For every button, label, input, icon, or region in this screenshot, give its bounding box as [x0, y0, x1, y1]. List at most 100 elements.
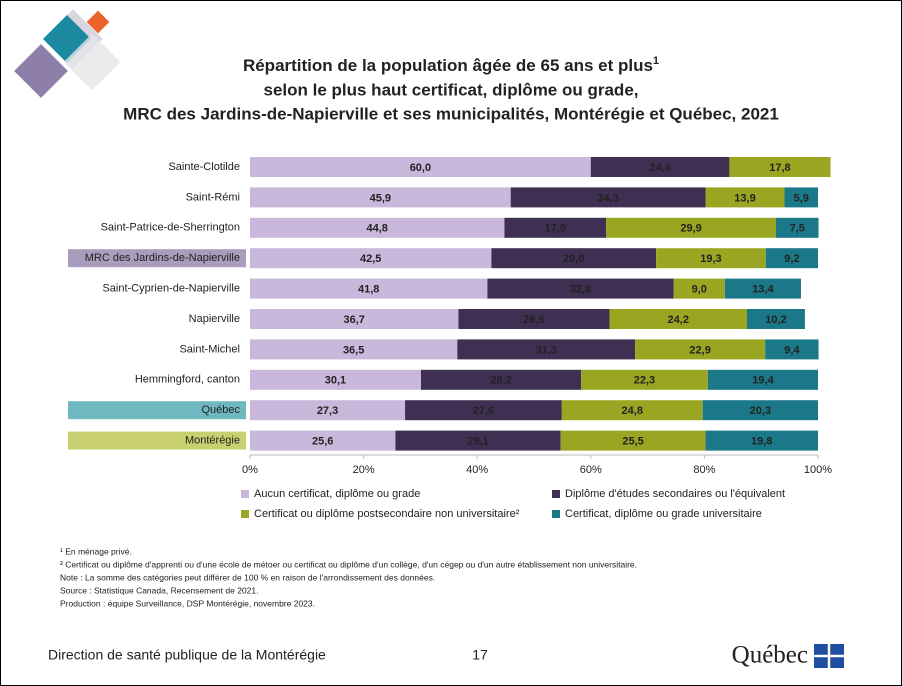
data-label: 27,3: [317, 405, 338, 417]
legend-swatch: [241, 510, 249, 518]
data-label: 19,3: [700, 253, 721, 265]
data-label: 28,2: [490, 375, 511, 387]
y-tick-label: Napierville: [189, 313, 240, 325]
y-tick-label: Hemmingford, canton: [135, 374, 240, 386]
data-label: 19,8: [751, 436, 772, 448]
diamond: [63, 33, 121, 91]
data-label: 30,1: [325, 375, 346, 387]
data-label: 31,3: [536, 344, 557, 356]
bar-segment: [673, 278, 725, 299]
title-line: MRC des Jardins-de-Napierville et ses mu…: [123, 104, 779, 123]
data-label: 27,6: [473, 405, 494, 417]
data-label: 25,5: [622, 436, 643, 448]
x-tick-label: 80%: [693, 464, 715, 476]
legend-label: Certificat ou diplôme postsecondaire non…: [254, 508, 520, 520]
bar-segment: [707, 369, 818, 390]
legend-swatch: [241, 490, 249, 498]
bar-segment: [702, 400, 818, 421]
footnote: ² Certificat ou diplôme d'apprenti ou d'…: [60, 559, 637, 569]
data-label: 45,9: [370, 192, 391, 204]
y-tick-label: MRC des Jardins-de-Napierville: [85, 252, 240, 264]
bar-segment: [765, 248, 818, 269]
footer-organization: Direction de santé publique de la Montér…: [48, 647, 326, 663]
data-label: 9,2: [784, 253, 799, 265]
bar-segment: [405, 400, 562, 421]
bar-segment: [784, 187, 818, 208]
bar-segment: [395, 430, 561, 451]
title-line: Répartition de la population âgée de 65 …: [243, 56, 653, 75]
y-tick-label: Saint-Rémi: [186, 191, 240, 203]
category-highlight: [68, 401, 246, 420]
category-highlight: [68, 431, 246, 450]
data-label: 7,5: [790, 223, 805, 235]
data-label: 42,5: [360, 253, 381, 265]
data-label: 29,9: [680, 223, 701, 235]
x-tick-label: 60%: [580, 464, 602, 476]
data-label: 24,8: [622, 405, 643, 417]
y-tick-label: Sainte-Clotilde: [168, 161, 240, 173]
diamond: [86, 10, 110, 34]
bar-segment: [510, 187, 706, 208]
data-label: 22,3: [634, 375, 655, 387]
bar-segment: [420, 369, 582, 390]
bar-segment: [705, 187, 785, 208]
bar-segment: [250, 187, 511, 208]
data-label: 13,9: [734, 192, 755, 204]
page-number: 17: [472, 647, 488, 663]
bar-segment: [747, 309, 805, 329]
data-label: 17,9: [545, 223, 566, 235]
data-label: 13,4: [752, 284, 774, 296]
legend-label: Aucun certificat, diplôme ou grade: [254, 488, 420, 500]
data-label: 10,2: [765, 314, 786, 326]
bar-segment: [560, 430, 706, 451]
chart-title: Répartition de la population âgée de 65 …: [243, 55, 659, 76]
footnote: Note : La somme des catégories peut diff…: [60, 572, 435, 582]
data-label: 9,0: [692, 284, 707, 296]
data-label: 26,6: [523, 314, 544, 326]
data-label: 32,8: [570, 284, 591, 296]
title-superscript: 1: [653, 55, 659, 67]
bar-segment: [250, 369, 421, 390]
data-label: 24,2: [668, 314, 689, 326]
bar-segment: [635, 339, 766, 360]
x-tick-label: 40%: [466, 464, 488, 476]
bar-segment: [250, 278, 488, 299]
data-label: 9,4: [784, 344, 800, 356]
legend-label: Certificat, diplôme ou grade universitai…: [565, 508, 762, 520]
data-label: 22,9: [689, 344, 710, 356]
y-tick-label: Saint-Michel: [179, 343, 240, 355]
bar-segment: [250, 309, 459, 329]
data-label: 20,3: [750, 405, 771, 417]
bar-segment: [561, 400, 703, 421]
data-label: 29,1: [467, 436, 488, 448]
data-label: 36,7: [344, 314, 365, 326]
data-label: 44,8: [367, 223, 388, 235]
data-label: 24,4: [649, 162, 671, 174]
bar-segment: [250, 248, 492, 269]
bar-segment: [775, 217, 819, 238]
legend-swatch: [552, 490, 560, 498]
data-label: 25,6: [312, 436, 333, 448]
data-label: 19,4: [752, 375, 774, 387]
bar-segment: [250, 217, 505, 238]
y-tick-label: Québec: [201, 404, 240, 416]
bar-segment: [656, 248, 766, 269]
footnotes: ¹ En ménage privé. ² Certificat ou diplôm…: [60, 546, 637, 608]
bar-segment: [609, 309, 747, 329]
bar-segment: [590, 157, 730, 177]
data-label: 36,5: [343, 344, 364, 356]
bar-segment: [250, 430, 396, 451]
footnote: Production : équipe Surveillance, DSP Mo…: [60, 598, 315, 608]
bar-segment: [724, 278, 801, 299]
category-highlight: [68, 249, 246, 268]
legend-label: Diplôme d'études secondaires ou l'équiva…: [565, 488, 785, 500]
footnote: Source : Statistique Canada, Recensement…: [60, 585, 258, 595]
footnote: ¹ En ménage privé.: [60, 546, 132, 556]
logo-flag: [814, 644, 844, 668]
title-line: selon le plus haut certificat, diplôme o…: [263, 80, 638, 99]
data-label: 41,8: [358, 284, 379, 296]
bar-segment: [250, 157, 591, 177]
data-label: 34,3: [597, 192, 618, 204]
bar-segment: [729, 157, 831, 177]
